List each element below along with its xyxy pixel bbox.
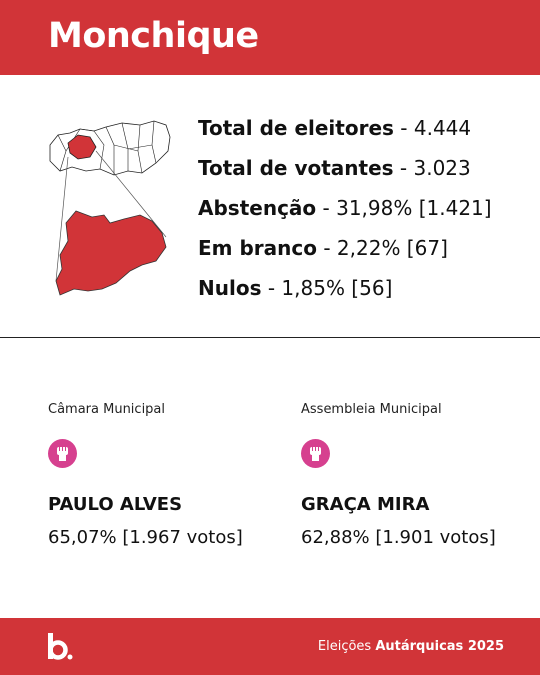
candidate-name: PAULO ALVES <box>48 494 183 515</box>
locator-map <box>49 120 171 296</box>
footer-emphasis: Autárquicas 2025 <box>375 639 504 654</box>
candidate-name: GRAÇA MIRA <box>301 494 430 515</box>
stat-row: Abstenção - 31,98% [1.421] <box>198 195 492 221</box>
candidate-result: 65,07% [1.967 votos] <box>48 527 243 548</box>
stat-row: Em branco - 2,22% [67] <box>198 235 448 261</box>
organ-label: Assembleia Municipal <box>301 402 442 417</box>
party-icon <box>48 439 77 468</box>
organ-label: Câmara Municipal <box>48 402 166 417</box>
stat-label: Total de eleitores <box>198 116 394 140</box>
stat-label: Nulos <box>198 276 262 300</box>
divider <box>0 337 540 338</box>
stat-value: - 2,22% [67] <box>323 236 448 260</box>
stat-value: - 3.023 <box>399 156 471 180</box>
footer-prefix: Eleições <box>317 639 372 654</box>
stat-row: Total de votantes - 3.023 <box>198 155 471 181</box>
stat-label: Abstenção <box>198 196 317 220</box>
candidate-result: 62,88% [1.901 votos] <box>301 527 496 548</box>
footer-bar <box>0 618 540 675</box>
stat-value: - 4.444 <box>400 116 472 140</box>
logo <box>48 633 73 660</box>
stat-value: - 31,98% [1.421] <box>322 196 492 220</box>
stat-label: Total de votantes <box>198 156 394 180</box>
stat-row: Total de eleitores - 4.444 <box>198 115 471 141</box>
header-bar <box>0 0 540 75</box>
stat-value: - 1,85% [56] <box>267 276 393 300</box>
footer-text: Eleições Autárquicas 2025 <box>318 639 504 654</box>
title: Monchique <box>48 16 259 56</box>
stat-label: Em branco <box>198 236 317 260</box>
party-icon <box>301 439 330 468</box>
stat-row: Nulos - 1,85% [56] <box>198 275 392 301</box>
